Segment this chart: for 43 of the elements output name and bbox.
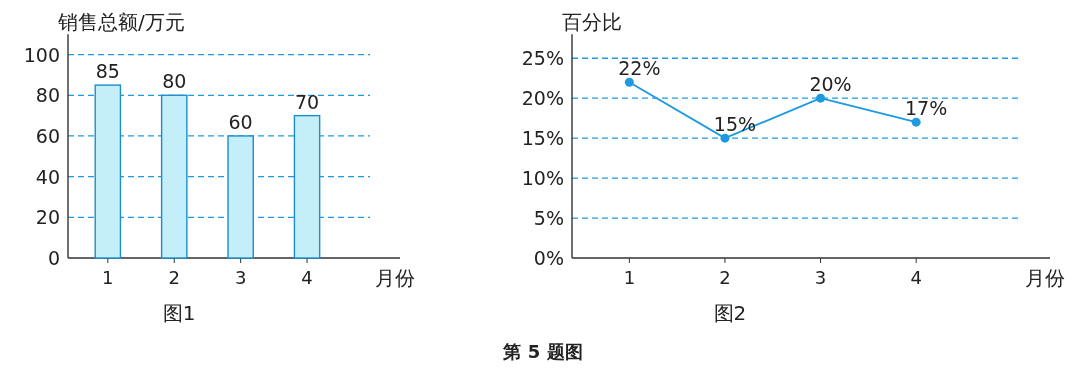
y-tick-label: 0 — [47, 247, 60, 269]
y-tick-label: 15% — [521, 127, 564, 150]
point — [816, 93, 826, 103]
x-tick-label: 3 — [234, 267, 247, 288]
y-tick-label: 25% — [521, 47, 564, 70]
y-tick-label: 0% — [533, 247, 564, 269]
text: 图2 — [713, 301, 747, 325]
point — [720, 133, 730, 143]
y-axis-title: 销售总额/万元 — [57, 10, 185, 35]
y-tick-label: 20 — [35, 206, 60, 229]
data-label: 15% — [713, 113, 757, 136]
x-axis-title: 月份 — [375, 266, 415, 290]
y-tick-label: 60 — [35, 124, 60, 147]
y-tick-label: 10% — [521, 167, 564, 190]
bar — [160, 94, 188, 259]
text: 第 5 题图 — [502, 341, 583, 362]
data-label: 85 — [95, 60, 120, 83]
data-label: 60 — [228, 110, 253, 133]
bar — [227, 135, 254, 259]
data-label: 17% — [905, 97, 948, 120]
point — [911, 117, 921, 127]
x-tick-label: 3 — [814, 267, 827, 288]
x-tick-label: 2 — [719, 267, 731, 288]
y-tick-label: 5% — [533, 207, 564, 230]
data-label: 80 — [162, 70, 187, 93]
x-tick-label: 4 — [910, 267, 922, 288]
bar — [94, 84, 122, 259]
text: 图1 — [162, 301, 196, 325]
point — [624, 77, 634, 87]
data-label: 20% — [809, 73, 852, 96]
y-tick-label: 100 — [23, 43, 60, 66]
x-tick-label: 2 — [168, 267, 180, 288]
data-label: 70 — [294, 90, 320, 113]
y-tick-label: 40 — [35, 165, 60, 188]
y-axis-title: 百分比 — [562, 10, 622, 35]
x-tick-label: 1 — [102, 267, 114, 288]
data-label: 22% — [618, 57, 661, 80]
x-tick-label: 1 — [623, 267, 636, 288]
y-tick-label: 20% — [521, 87, 564, 110]
bar — [293, 114, 321, 259]
x-tick-label: 4 — [301, 267, 313, 288]
y-tick-label: 80 — [35, 84, 60, 107]
x-axis-title: 月份 — [1025, 266, 1065, 290]
